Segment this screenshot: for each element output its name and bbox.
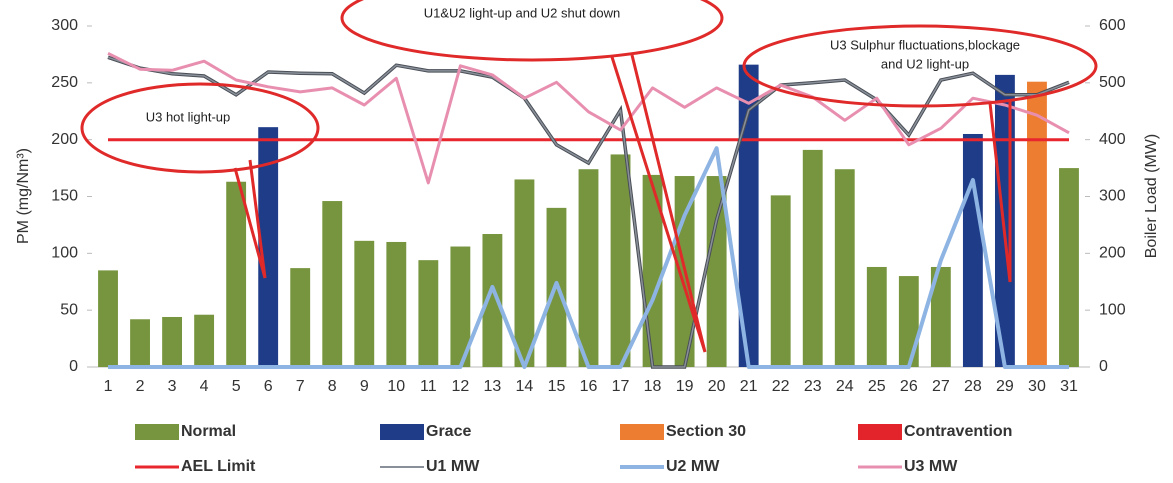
y2-tick-label: 200 [1099, 245, 1126, 262]
x-tick-label: 25 [868, 378, 886, 395]
bar [130, 319, 150, 367]
bar [866, 266, 887, 367]
bar [834, 169, 855, 367]
x-tick-label: 9 [360, 378, 369, 395]
y2-tick-label: 0 [1099, 358, 1108, 375]
legend-label: AEL Limit [181, 458, 256, 475]
x-tick-label: 24 [836, 378, 854, 395]
bar [930, 266, 951, 367]
y2-tick-label: 600 [1099, 17, 1126, 34]
y2-axis-label: Boiler Load (MW) [1143, 134, 1160, 258]
annotation: U3 Sulphur fluctuations,blockage [830, 37, 1020, 52]
callout-pointer [610, 54, 707, 353]
line [107, 51, 1070, 185]
x-tick-label: 29 [996, 378, 1014, 395]
bar [386, 241, 407, 367]
x-tick-label: 7 [296, 378, 305, 395]
x-tick-label: 20 [708, 378, 726, 395]
x-tick-label: 6 [264, 378, 273, 395]
bar [450, 246, 471, 367]
x-tick-label: 27 [932, 378, 950, 395]
x-tick-label: 16 [580, 378, 598, 395]
x-tick-label: 28 [964, 378, 982, 395]
legend-label: Section 30 [666, 423, 746, 440]
bar [898, 276, 919, 367]
bar [322, 201, 343, 367]
y-tick-label: 300 [51, 17, 78, 34]
bar [226, 181, 247, 367]
bar [258, 127, 279, 367]
legend-label: U3 MW [904, 458, 958, 475]
x-tick-label: 22 [772, 378, 790, 395]
bar [1059, 168, 1079, 367]
y-tick-label: 0 [69, 358, 78, 375]
y2-tick-label: 400 [1099, 131, 1126, 148]
x-tick-label: 11 [420, 378, 437, 395]
legend-swatch [380, 424, 424, 440]
x-tick-label: 10 [387, 378, 405, 395]
annotation: and U2 light-up [881, 56, 969, 71]
legend-label: Normal [181, 423, 236, 440]
y-tick-label: 50 [60, 301, 78, 318]
bar [706, 176, 727, 367]
x-tick-label: 1 [104, 378, 113, 395]
bar [802, 149, 823, 367]
x-tick-label: 5 [232, 378, 241, 395]
y2-tick-label: 300 [1099, 188, 1126, 205]
legend-label: U2 MW [666, 458, 720, 475]
x-tick-label: 30 [1028, 378, 1046, 395]
x-tick-label: 18 [644, 378, 662, 395]
bar [962, 133, 983, 367]
callout-pointer [988, 101, 1012, 283]
legend-label: Grace [426, 423, 471, 440]
x-tick-label: 8 [328, 378, 337, 395]
x-tick-label: 31 [1060, 378, 1078, 395]
legend-label: U1 MW [426, 458, 480, 475]
y-tick-label: 150 [51, 188, 78, 205]
x-tick-label: 4 [200, 378, 209, 395]
x-tick-label: 26 [900, 378, 918, 395]
x-tick-label: 15 [548, 378, 566, 395]
x-tick-label: 23 [804, 378, 822, 395]
x-tick-label: 19 [676, 378, 694, 395]
callout-pointer [233, 159, 267, 279]
y-tick-label: 100 [51, 245, 78, 262]
x-tick-label: 21 [740, 378, 758, 395]
x-tick-label: 17 [612, 378, 630, 395]
line [107, 56, 1070, 368]
bar [1027, 81, 1047, 368]
x-tick-label: 12 [451, 378, 469, 395]
y-tick-label: 200 [51, 131, 78, 148]
callout-bubble [742, 24, 1098, 108]
x-tick-label: 14 [516, 378, 534, 395]
callout-bubble [80, 82, 320, 174]
y2-tick-label: 500 [1099, 74, 1126, 91]
annotation: U1&U2 light-up and U2 shut down [424, 5, 621, 20]
legend-swatch [135, 424, 179, 440]
bar [418, 260, 439, 367]
bar [162, 316, 183, 367]
bar [610, 154, 631, 367]
legend-label: Contravention [904, 423, 1012, 440]
legend-swatch [858, 424, 902, 440]
bar [578, 169, 599, 367]
x-tick-label: 13 [484, 378, 502, 395]
x-tick-label: 3 [168, 378, 177, 395]
x-tick-label: 2 [136, 378, 145, 395]
bar [514, 179, 535, 367]
line [108, 146, 1069, 369]
y-axis-label: PM (mg/Nm³) [15, 148, 32, 244]
bar [194, 314, 215, 367]
y2-tick-label: 100 [1099, 301, 1126, 318]
bar [290, 268, 311, 367]
bar [98, 270, 118, 367]
bar [482, 234, 503, 367]
bar [354, 240, 375, 367]
y-tick-label: 250 [51, 74, 78, 91]
annotation: U3 hot light-up [146, 109, 231, 124]
callout-bubble [340, 0, 724, 62]
legend-swatch [620, 424, 664, 440]
bar [770, 195, 791, 367]
